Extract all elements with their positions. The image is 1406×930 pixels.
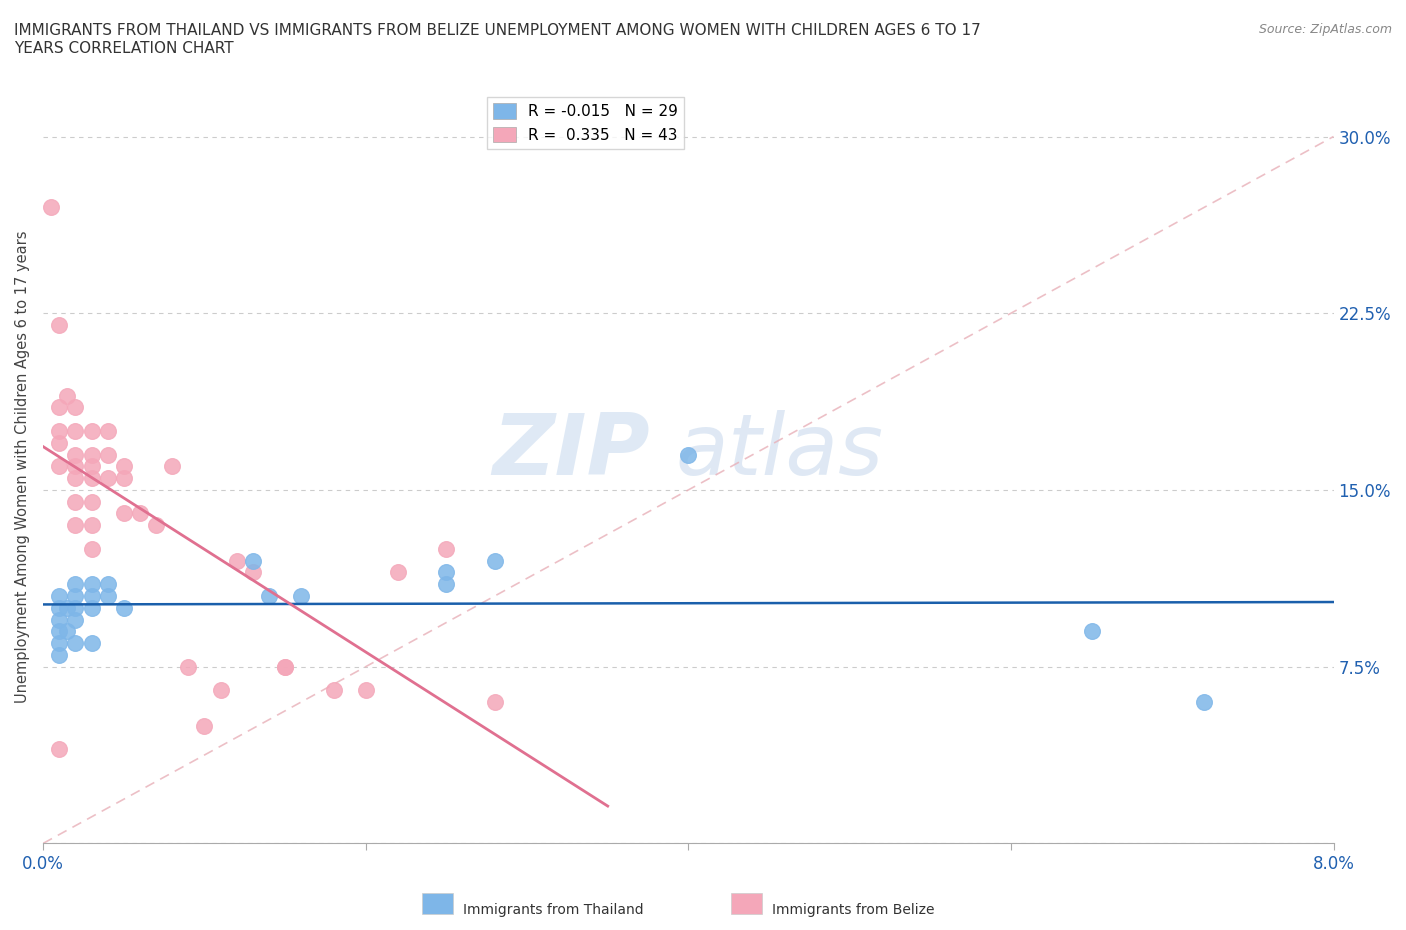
Point	[225, 553, 247, 568]
Point	[97, 577, 120, 591]
Point	[80, 494, 103, 509]
Point	[80, 577, 103, 591]
Point	[65, 494, 87, 509]
Point	[65, 423, 87, 438]
Point	[65, 400, 87, 415]
Point	[112, 506, 135, 521]
Point	[274, 659, 297, 674]
Point	[354, 683, 377, 698]
Point	[48, 635, 70, 650]
Point	[48, 317, 70, 332]
Point	[39, 200, 62, 215]
Point	[56, 600, 79, 615]
Point	[65, 447, 87, 462]
Point	[48, 458, 70, 473]
Point	[145, 518, 167, 533]
Point	[387, 565, 409, 579]
Point	[97, 423, 120, 438]
Point	[80, 471, 103, 485]
Point	[48, 400, 70, 415]
Point	[257, 589, 280, 604]
Point	[193, 718, 215, 733]
Point	[242, 553, 264, 568]
Point	[484, 695, 506, 710]
Point	[484, 553, 506, 568]
Point	[160, 458, 183, 473]
Point	[112, 471, 135, 485]
Point	[48, 741, 70, 756]
Legend: R = -0.015   N = 29, R =  0.335   N = 43: R = -0.015 N = 29, R = 0.335 N = 43	[486, 97, 683, 149]
Point	[209, 683, 232, 698]
Point	[274, 659, 297, 674]
Point	[322, 683, 344, 698]
Point	[80, 423, 103, 438]
Point	[112, 600, 135, 615]
Text: IMMIGRANTS FROM THAILAND VS IMMIGRANTS FROM BELIZE UNEMPLOYMENT AMONG WOMEN WITH: IMMIGRANTS FROM THAILAND VS IMMIGRANTS F…	[14, 23, 981, 56]
Point	[1194, 695, 1216, 710]
Text: ZIP: ZIP	[492, 410, 650, 493]
Point	[48, 624, 70, 639]
Point	[80, 458, 103, 473]
Point	[80, 600, 103, 615]
Point	[436, 565, 458, 579]
Text: Immigrants from Thailand: Immigrants from Thailand	[463, 902, 643, 917]
Point	[129, 506, 152, 521]
Point	[112, 458, 135, 473]
Point	[80, 589, 103, 604]
Point	[436, 577, 458, 591]
Point	[56, 624, 79, 639]
Point	[97, 447, 120, 462]
Point	[97, 589, 120, 604]
Point	[242, 565, 264, 579]
Point	[48, 423, 70, 438]
Point	[56, 388, 79, 403]
Point	[1080, 624, 1102, 639]
Point	[65, 612, 87, 627]
Point	[97, 471, 120, 485]
Point	[48, 600, 70, 615]
Point	[65, 577, 87, 591]
Point	[65, 589, 87, 604]
Point	[48, 612, 70, 627]
Point	[80, 635, 103, 650]
Point	[290, 589, 312, 604]
Text: atlas: atlas	[675, 410, 883, 493]
Point	[48, 435, 70, 450]
Point	[65, 635, 87, 650]
Text: Immigrants from Belize: Immigrants from Belize	[772, 902, 935, 917]
Point	[678, 447, 700, 462]
Point	[65, 471, 87, 485]
Point	[48, 647, 70, 662]
Point	[65, 458, 87, 473]
Point	[65, 518, 87, 533]
Point	[65, 600, 87, 615]
Point	[177, 659, 200, 674]
Point	[80, 447, 103, 462]
Y-axis label: Unemployment Among Women with Children Ages 6 to 17 years: Unemployment Among Women with Children A…	[15, 230, 30, 703]
Point	[436, 541, 458, 556]
Point	[80, 541, 103, 556]
Text: Source: ZipAtlas.com: Source: ZipAtlas.com	[1258, 23, 1392, 36]
Point	[48, 589, 70, 604]
Point	[80, 518, 103, 533]
